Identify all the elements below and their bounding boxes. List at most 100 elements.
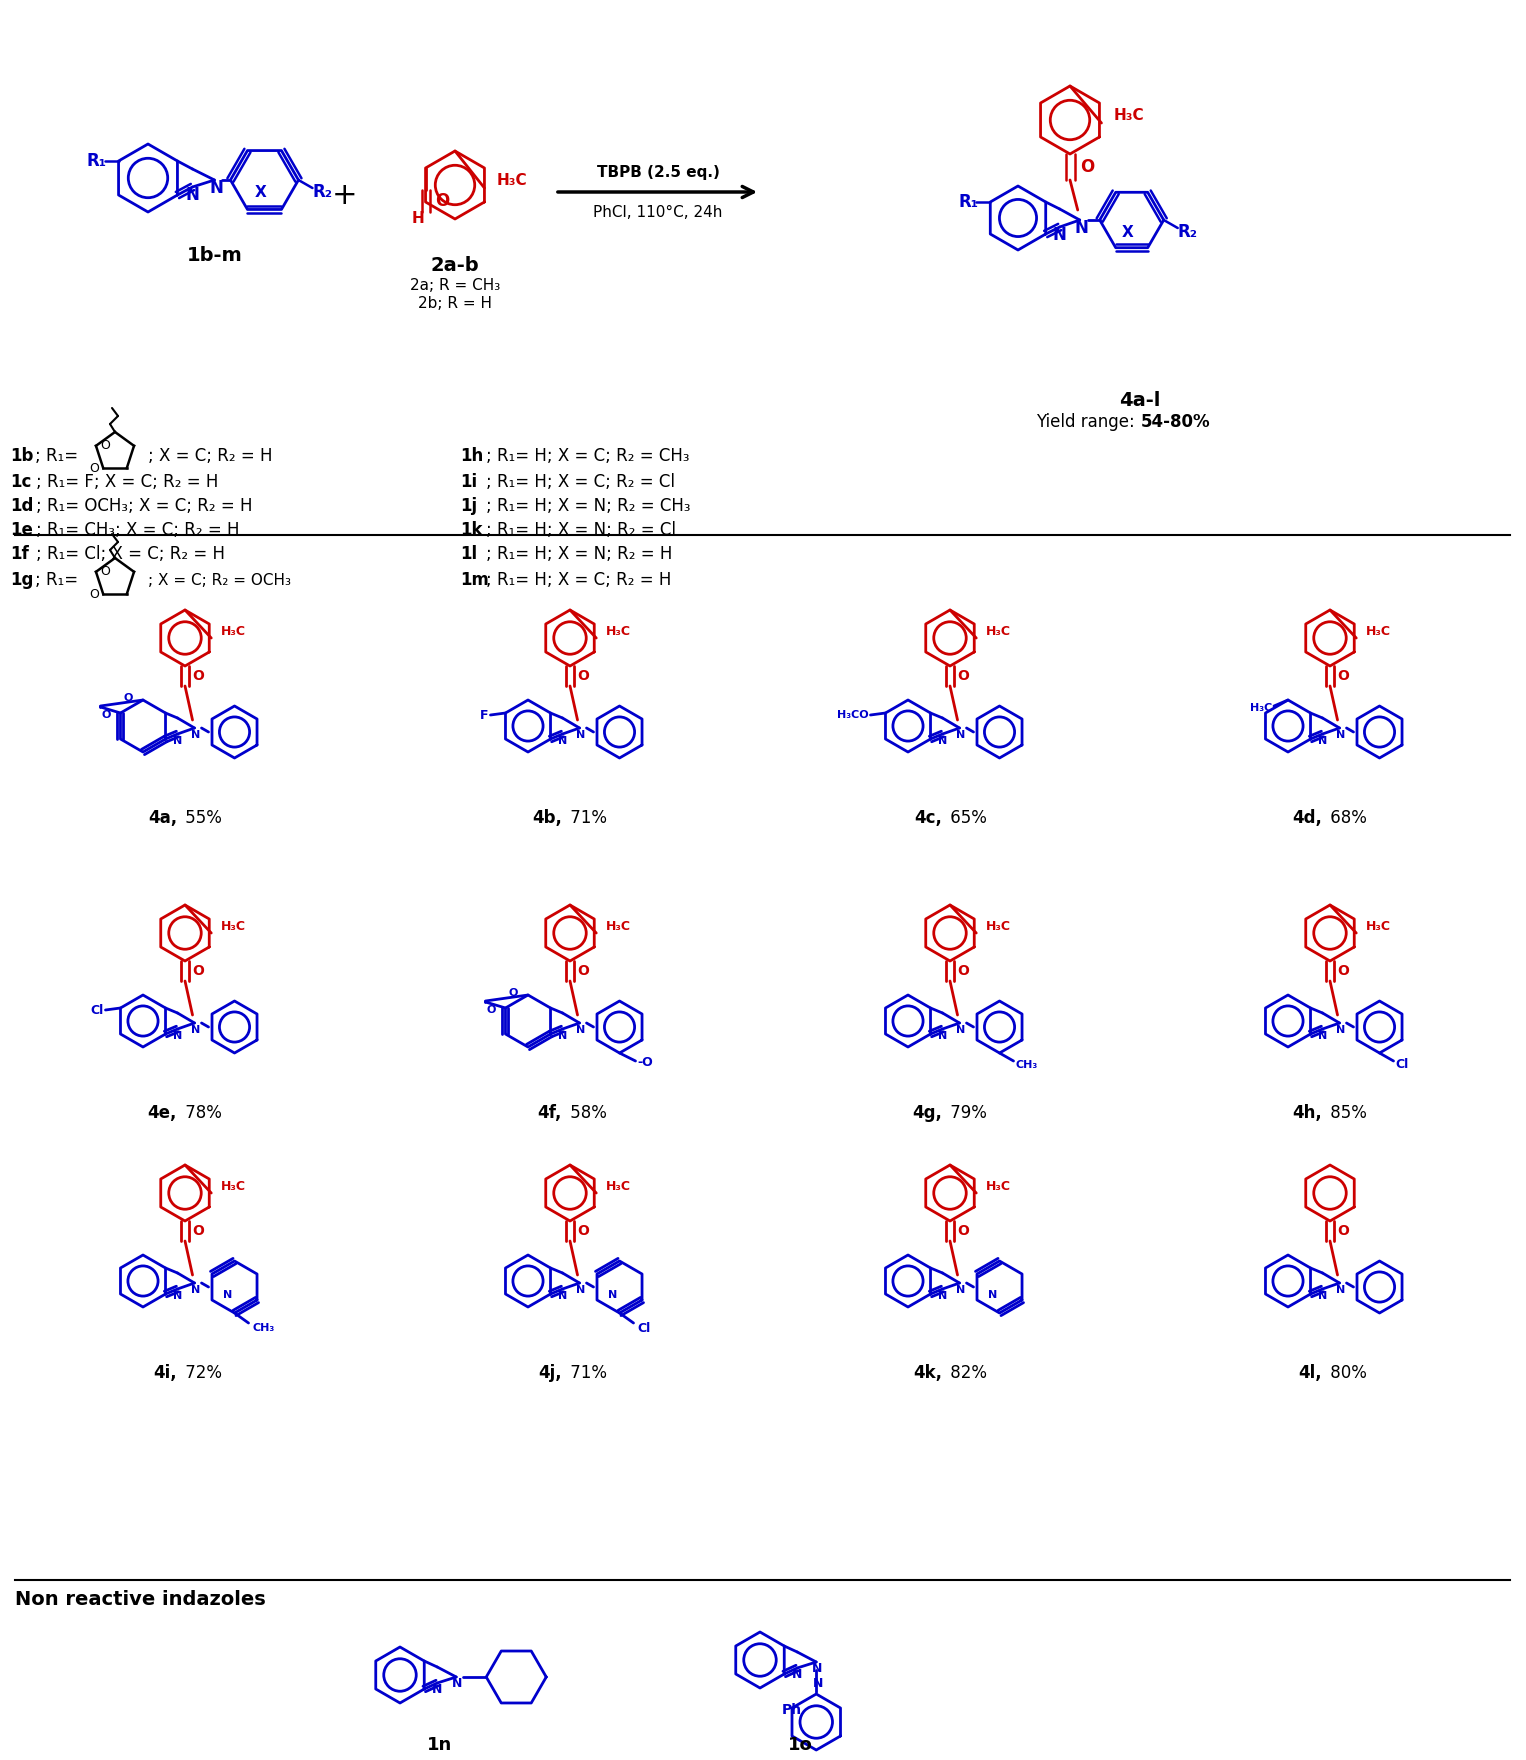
Text: 4f,: 4f, (537, 1104, 562, 1123)
Text: 1c: 1c (11, 473, 32, 491)
Text: ; R₁=: ; R₁= (35, 447, 78, 465)
Text: TBPB (2.5 eq.): TBPB (2.5 eq.) (597, 164, 719, 180)
Text: 4b,: 4b, (533, 810, 562, 827)
Text: ; X = C; R₂ = OCH₃: ; X = C; R₂ = OCH₃ (148, 572, 291, 588)
Text: N: N (575, 1024, 584, 1035)
Text: 1h: 1h (459, 447, 484, 465)
Text: N: N (575, 1285, 584, 1295)
Text: N: N (1335, 1285, 1344, 1295)
Text: Non reactive indazoles: Non reactive indazoles (15, 1591, 266, 1609)
Text: O: O (124, 693, 133, 702)
Text: 1b-m: 1b-m (188, 245, 243, 264)
Text: 4e,: 4e, (148, 1104, 177, 1123)
Text: H₃C: H₃C (496, 172, 526, 188)
Text: 4h,: 4h, (1293, 1104, 1322, 1123)
Text: N: N (1335, 730, 1344, 739)
Text: H₃C: H₃C (986, 1179, 1012, 1193)
Text: 58%: 58% (565, 1104, 607, 1123)
Text: 1i: 1i (459, 473, 478, 491)
Text: O: O (1080, 158, 1094, 176)
Text: H₃C: H₃C (221, 1179, 246, 1193)
Text: 1j: 1j (459, 496, 478, 516)
Text: PhCl, 110°C, 24h: PhCl, 110°C, 24h (594, 204, 723, 220)
Text: N: N (607, 1290, 617, 1301)
Text: H₃C: H₃C (606, 625, 632, 637)
Text: 1m: 1m (459, 570, 488, 590)
Text: Cl: Cl (638, 1322, 650, 1334)
Text: O: O (487, 1005, 496, 1016)
Text: ; R₁= H; X = N; R₂ = Cl: ; R₁= H; X = N; R₂ = Cl (485, 521, 676, 539)
Text: H₃C: H₃C (1114, 107, 1144, 123)
Text: 82%: 82% (945, 1364, 987, 1382)
Text: R₂: R₂ (313, 183, 333, 201)
Text: O: O (101, 440, 110, 452)
Text: O: O (508, 987, 517, 998)
Text: 68%: 68% (1325, 810, 1367, 827)
Text: 71%: 71% (565, 1364, 607, 1382)
Text: 4g,: 4g, (913, 1104, 942, 1123)
Text: 79%: 79% (945, 1104, 987, 1123)
Text: ; R₁= Cl; X = C; R₂ = H: ; R₁= Cl; X = C; R₂ = H (37, 546, 224, 563)
Text: 1g: 1g (11, 570, 34, 590)
Text: N: N (938, 1031, 948, 1040)
Text: 80%: 80% (1325, 1364, 1367, 1382)
Text: 1l: 1l (459, 546, 478, 563)
Text: O: O (435, 192, 450, 209)
Text: N: N (452, 1677, 462, 1691)
Text: N: N (186, 187, 200, 204)
Text: N: N (432, 1684, 443, 1697)
Text: O: O (957, 669, 969, 683)
Text: N: N (1318, 1292, 1328, 1301)
Text: O: O (957, 1223, 969, 1237)
Text: 4a,: 4a, (148, 810, 177, 827)
Text: N: N (792, 1668, 803, 1681)
Text: X: X (1122, 225, 1134, 239)
Text: 1f: 1f (11, 546, 29, 563)
Text: H₃CO: H₃CO (836, 709, 868, 720)
Text: 1k: 1k (459, 521, 482, 539)
Text: N: N (559, 736, 568, 746)
Text: N: N (559, 1031, 568, 1040)
Text: O: O (577, 964, 589, 979)
Text: Yield range:: Yield range: (1036, 414, 1140, 431)
Text: N: N (955, 1285, 964, 1295)
Text: 72%: 72% (180, 1364, 221, 1382)
Text: N: N (1053, 225, 1067, 245)
Text: X: X (255, 185, 267, 199)
Text: H₃C: H₃C (221, 625, 246, 637)
Text: N: N (1335, 1024, 1344, 1035)
Text: N: N (938, 736, 948, 746)
Text: ; R₁=: ; R₁= (35, 570, 78, 590)
Text: R₁: R₁ (958, 194, 978, 211)
Text: N: N (223, 1290, 232, 1301)
Text: 55%: 55% (180, 810, 221, 827)
Text: N: N (813, 1677, 824, 1691)
Text: 54-80%: 54-80% (1141, 414, 1210, 431)
Text: N: N (1318, 736, 1328, 746)
Text: N: N (559, 1292, 568, 1301)
Text: O: O (192, 964, 204, 979)
Text: H₃C: H₃C (221, 919, 246, 933)
Text: ; R₁= H; X = C; R₂ = H: ; R₁= H; X = C; R₂ = H (485, 570, 671, 590)
Text: N: N (987, 1290, 996, 1301)
Text: N: N (1318, 1031, 1328, 1040)
Text: ; R₁= H; X = C; R₂ = Cl: ; R₁= H; X = C; R₂ = Cl (485, 473, 674, 491)
Text: H₃C: H₃C (1250, 702, 1273, 713)
Text: O: O (192, 669, 204, 683)
Text: ; R₁= H; X = C; R₂ = CH₃: ; R₁= H; X = C; R₂ = CH₃ (485, 447, 690, 465)
Text: 65%: 65% (945, 810, 987, 827)
Text: N: N (191, 1285, 200, 1295)
Text: ; R₁= CH₃; X = C; R₂ = H: ; R₁= CH₃; X = C; R₂ = H (37, 521, 240, 539)
Text: 4j,: 4j, (539, 1364, 562, 1382)
Text: 85%: 85% (1325, 1104, 1367, 1123)
Text: N: N (191, 1024, 200, 1035)
Text: N: N (209, 180, 223, 197)
Text: N: N (191, 730, 200, 739)
Text: Ph: Ph (783, 1704, 803, 1718)
Text: -O: -O (638, 1056, 653, 1070)
Text: Cl: Cl (1395, 1058, 1408, 1072)
Text: H₃C: H₃C (986, 919, 1012, 933)
Text: 4i,: 4i, (154, 1364, 177, 1382)
Text: O: O (101, 709, 110, 720)
Text: N: N (172, 736, 182, 746)
